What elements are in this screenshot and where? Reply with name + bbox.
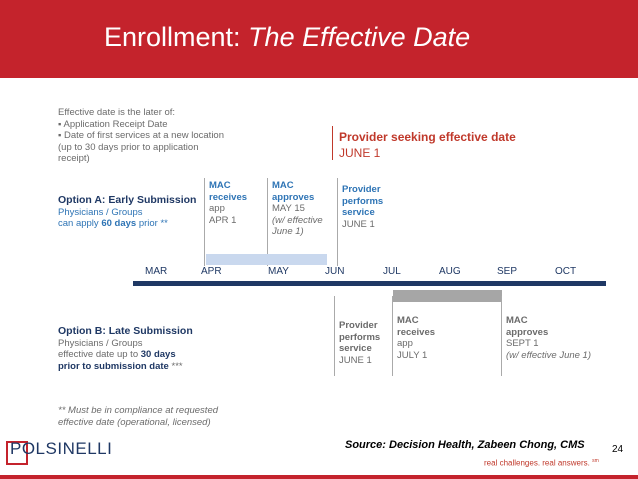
option-b-line: Physicians / Groups: [58, 337, 143, 349]
month-label: SEP: [497, 266, 518, 277]
col-label: service: [339, 343, 372, 354]
col-label: performs: [339, 331, 381, 343]
col-label: approves: [272, 191, 315, 203]
option-a-block: Option A: Early Submission Physicians / …: [58, 194, 197, 230]
timeline-bar: [133, 281, 606, 286]
logo-icon: [6, 441, 28, 465]
col-a3-line: [337, 178, 338, 266]
month-label: MAR: [145, 266, 168, 277]
footnote-line: ** Must be in compliance at requested: [58, 405, 219, 416]
col-date: JUNE 1: [339, 354, 372, 366]
seeking-title: Provider seeking effective date: [339, 130, 516, 144]
col-label: Provider: [342, 184, 381, 195]
service-mark: sm: [592, 458, 599, 464]
month-label: JUL: [383, 266, 401, 277]
option-b-emphasis: 30 days: [140, 349, 176, 360]
option-b-emphasis: prior to submission date: [58, 360, 169, 372]
col-label: service: [342, 207, 375, 218]
col-a2: MAC approves MAY 15 (w/ effective June 1…: [272, 180, 323, 238]
col-b2: MAC receives app JULY 1: [397, 315, 435, 361]
footnote: ** Must be in compliance at requested ef…: [58, 405, 218, 428]
option-a-line: Physicians / Groups: [58, 206, 143, 218]
col-label: approves: [506, 326, 549, 338]
title-plain: Enrollment:: [104, 22, 249, 52]
option-a-line: can apply: [58, 218, 102, 229]
col-label: receives: [397, 326, 436, 338]
title-italic: The Effective Date: [248, 22, 471, 52]
col-label: MAC: [209, 180, 231, 191]
option-b-window-band: [393, 290, 502, 302]
col-a3: Provider performs service JUNE 1: [342, 184, 383, 230]
option-a-window-band: [206, 254, 327, 265]
tagline: real challenges. real answers. sm: [484, 458, 599, 468]
col-text: app: [397, 338, 413, 349]
page-number: 24: [612, 444, 624, 455]
option-b-block: Option B: Late Submission Physicians / G…: [58, 325, 193, 372]
col-a1: MAC receives app APR 1: [209, 180, 247, 226]
option-b-line: effective date up to: [58, 349, 141, 360]
col-note: June 1): [272, 226, 304, 237]
option-b-title: Option B: Late Submission: [58, 325, 193, 337]
col-label: MAC: [397, 315, 419, 326]
col-a1-line: [204, 178, 205, 266]
col-b1: Provider performs service JUNE 1: [339, 320, 380, 366]
tagline-text: real challenges. real answers.: [484, 458, 590, 468]
col-date: JUNE 1: [342, 218, 375, 230]
intro-line: Effective date is the later of:: [58, 107, 176, 118]
option-b-line-end: ***: [168, 360, 183, 372]
col-note: (w/ effective June 1): [506, 349, 592, 361]
col-date: JULY 1: [397, 349, 428, 361]
col-label: performs: [342, 195, 384, 207]
col-b3: MAC approves SEPT 1 (w/ effective June 1…: [506, 315, 591, 361]
col-text: app: [209, 203, 225, 214]
col-b3-line: [501, 296, 502, 376]
option-a-title: Option A: Early Submission: [58, 194, 197, 206]
col-label: MAC: [506, 315, 528, 326]
month-label: MAY: [268, 266, 289, 277]
footnote-line: effective date (operational, licensed): [58, 416, 211, 428]
intro-line: (up to 30 days prior to application: [58, 141, 199, 153]
col-date: SEPT 1: [506, 338, 539, 349]
month-label: APR: [201, 266, 222, 277]
col-label: MAC: [272, 180, 294, 191]
intro-block: Effective date is the later of: ▪ Applic…: [58, 107, 224, 165]
title-bar: Enrollment: The Effective Date: [0, 0, 638, 78]
bottom-accent-bar: [0, 475, 638, 479]
option-a-emphasis: 60 days: [101, 218, 137, 229]
month-label: AUG: [439, 266, 461, 277]
col-label: Provider: [339, 320, 378, 331]
col-label: receives: [209, 191, 248, 203]
month-label: JUN: [325, 266, 345, 277]
col-a2-line: [267, 178, 268, 266]
intro-line: ▪ Date of first services at a new locati…: [58, 130, 224, 141]
col-note: (w/ effective: [272, 214, 323, 226]
option-a-line-end: prior **: [136, 218, 168, 229]
slide-title: Enrollment: The Effective Date: [104, 22, 470, 53]
source-citation: Source: Decision Health, Zabeen Chong, C…: [345, 439, 585, 451]
month-label: OCT: [555, 266, 577, 277]
intro-line: receipt): [58, 153, 90, 164]
seeking-date: JUNE 1: [339, 146, 381, 160]
col-b1-line: [334, 296, 335, 376]
seeking-marker-line: [332, 126, 333, 160]
col-b2-line: [392, 296, 393, 376]
col-date: APR 1: [209, 214, 237, 226]
col-date: MAY 15: [272, 203, 305, 214]
company-logo: POLSINELLI: [10, 439, 113, 458]
intro-line: ▪ Application Receipt Date: [58, 118, 168, 130]
